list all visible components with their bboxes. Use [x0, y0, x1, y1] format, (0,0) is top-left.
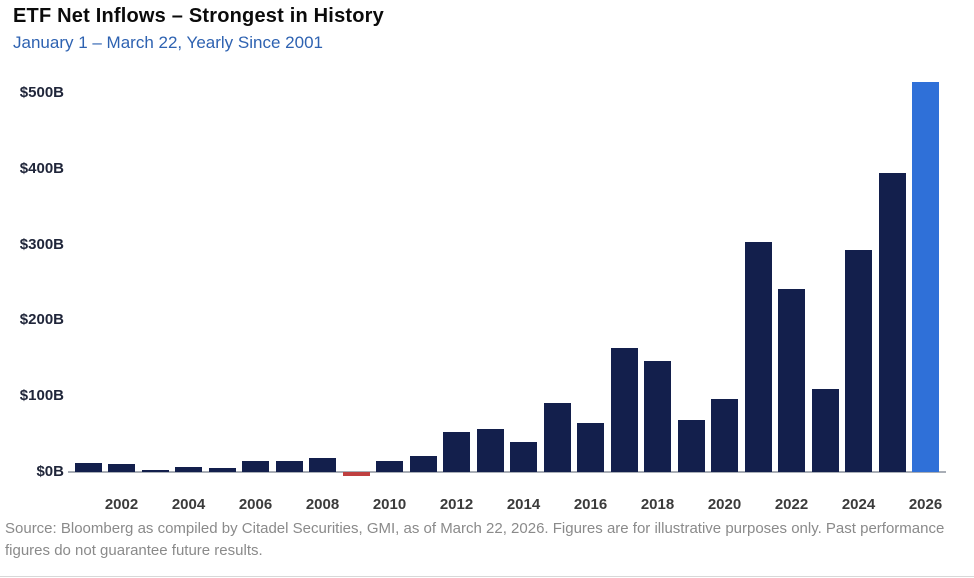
bar-2007	[275, 460, 303, 472]
bar-2026	[912, 81, 939, 472]
x-axis-tick-label: 2012	[439, 496, 474, 513]
bottom-divider	[0, 576, 974, 577]
x-axis-tick-label: 2008	[305, 496, 340, 513]
y-axis-tick-label: $500B	[19, 84, 64, 101]
bar-2006	[242, 461, 269, 472]
x-axis-line	[68, 471, 946, 473]
x-axis-tick-label: 2002	[104, 496, 139, 513]
bar-2016	[577, 422, 604, 472]
x-axis-tick-label: 2010	[372, 496, 407, 513]
bar-2017	[610, 347, 638, 472]
y-axis-tick-label: $0B	[36, 463, 64, 480]
bar-2008	[309, 457, 336, 472]
bar-2015	[543, 403, 571, 472]
bar-2010	[376, 461, 403, 472]
bar-2020	[711, 399, 738, 472]
bar-2014	[510, 442, 537, 472]
bar-2025	[878, 172, 906, 472]
chart-title: ETF Net Inflows – Strongest in History	[13, 5, 384, 27]
bar-2021	[744, 242, 772, 472]
source-note: Source: Bloomberg as compiled by Citadel…	[5, 520, 945, 559]
bar-2024	[845, 249, 872, 472]
x-axis-tick-label: 2018	[640, 496, 675, 513]
bar-2011	[409, 456, 437, 472]
bar-plot-area	[70, 75, 945, 476]
x-axis-tick-label: 2022	[774, 496, 809, 513]
bar-2019	[677, 420, 705, 472]
y-axis-tick-label: $200B	[19, 311, 64, 329]
bar-2022	[778, 288, 805, 472]
bar-2018	[644, 361, 671, 472]
chart-subtitle: January 1 – March 22, Yearly Since 2001	[13, 33, 323, 52]
bar-2005	[208, 468, 236, 472]
x-axis-tick-label: 2004	[171, 496, 206, 513]
y-axis-tick-label: $300B	[19, 235, 64, 253]
x-axis-tick-label: 2016	[573, 496, 608, 513]
x-axis-tick-label: 2014	[506, 496, 541, 513]
x-axis-tick-label: 2026	[908, 496, 943, 513]
bar-2012	[443, 431, 470, 472]
bar-2003	[141, 470, 169, 472]
bar-2001	[74, 462, 102, 472]
y-axis-tick-label: $400B	[19, 159, 64, 177]
y-axis-tick-label: $100B	[19, 387, 64, 405]
x-axis-tick-label: 2006	[238, 496, 273, 513]
x-axis-tick-label: 2020	[707, 496, 742, 513]
bar-2013	[476, 428, 504, 472]
x-axis-tick-label: 2024	[841, 496, 876, 513]
bar-2023	[811, 389, 839, 472]
bar-2009	[342, 472, 370, 476]
bar-2002	[108, 464, 135, 472]
bar-2004	[175, 466, 202, 472]
